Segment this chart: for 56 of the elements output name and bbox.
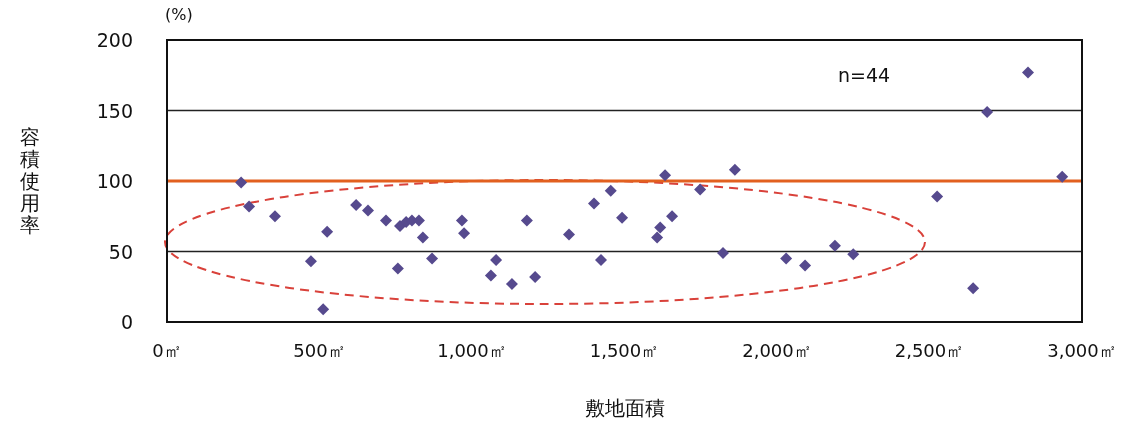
point — [458, 227, 471, 240]
point — [268, 210, 281, 223]
point — [799, 259, 812, 272]
point — [520, 214, 533, 227]
point — [780, 252, 793, 265]
point — [616, 211, 629, 224]
point — [659, 169, 672, 182]
point — [362, 204, 374, 217]
x-tick-label: 3,000㎡ — [1047, 340, 1117, 361]
point — [317, 303, 330, 316]
point — [1056, 170, 1069, 183]
point — [1022, 66, 1035, 79]
annotation: n=44 — [838, 64, 891, 87]
x-tick-label: 1,500㎡ — [589, 340, 660, 361]
point — [490, 253, 503, 266]
point — [350, 198, 363, 211]
y-tick-label: 200 — [96, 29, 133, 51]
x-tick-label: 1,000㎡ — [437, 340, 507, 361]
point — [235, 176, 248, 189]
y-tick-label: 0 — [120, 311, 133, 333]
point — [321, 225, 334, 238]
point — [416, 231, 429, 244]
point — [604, 184, 617, 197]
point — [666, 210, 679, 223]
x-tick-label: 2,500㎡ — [894, 340, 965, 361]
point — [426, 252, 439, 265]
point — [728, 163, 741, 176]
x-tick-label: 0㎡ — [152, 340, 182, 361]
point — [588, 197, 600, 210]
point — [717, 246, 730, 259]
y-tick-label: 150 — [96, 99, 133, 122]
point — [847, 248, 860, 261]
point — [595, 253, 608, 266]
point — [304, 255, 317, 268]
point — [828, 239, 841, 252]
point — [455, 214, 468, 227]
y-axis-title: 容積使用率 — [20, 125, 40, 237]
point — [654, 221, 667, 234]
point — [562, 228, 575, 241]
point — [243, 200, 256, 213]
y-tick-label: 50 — [108, 240, 133, 263]
point — [981, 105, 994, 118]
point — [694, 183, 707, 196]
x-axis-title: 敷地面積 — [584, 396, 665, 420]
point — [529, 270, 542, 283]
point — [931, 190, 944, 203]
point — [967, 282, 980, 295]
point — [484, 269, 497, 282]
point — [379, 214, 392, 227]
x-tick-label: 500㎡ — [293, 340, 346, 361]
point — [391, 262, 404, 275]
point — [651, 231, 664, 244]
y-tick-label: 100 — [96, 170, 133, 192]
text: (%) — [165, 5, 193, 24]
point — [505, 277, 518, 290]
x-tick-label: 2,000㎡ — [742, 340, 812, 361]
